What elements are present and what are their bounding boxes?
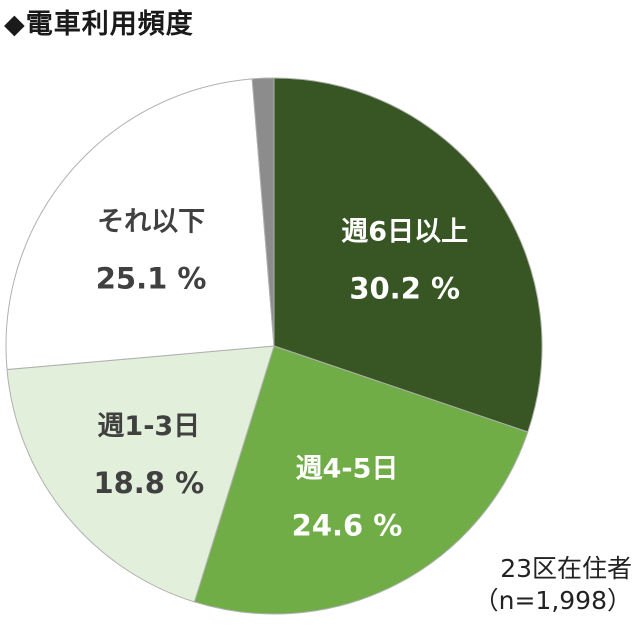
slice-category-label: 週6日以上: [341, 216, 468, 247]
slice-value-label: 24.6 %: [292, 508, 403, 542]
slice-category-label: 週1-3日: [97, 411, 200, 442]
pie-slice-1: [193, 345, 529, 615]
chart-title: ◆電車利用頻度: [4, 9, 194, 40]
population-label: 23区在住者: [500, 554, 632, 583]
slice-value-label: 25.1 %: [96, 261, 207, 295]
slice-value-label: 30.2 %: [349, 271, 460, 305]
pie-slice-4: [251, 77, 275, 347]
pie-slice-2: [6, 345, 275, 603]
sample-note: 23区在住者 （n=1,998）: [474, 553, 632, 617]
pie-slice-0: [273, 77, 543, 433]
pie-slice-3: [5, 78, 275, 371]
slice-category-label: それ以下: [97, 206, 205, 237]
slice-category-label: 週4-5日: [296, 453, 399, 484]
slice-value-label: 18.8 %: [93, 466, 204, 500]
sample-size-label: （n=1,998）: [473, 586, 632, 615]
